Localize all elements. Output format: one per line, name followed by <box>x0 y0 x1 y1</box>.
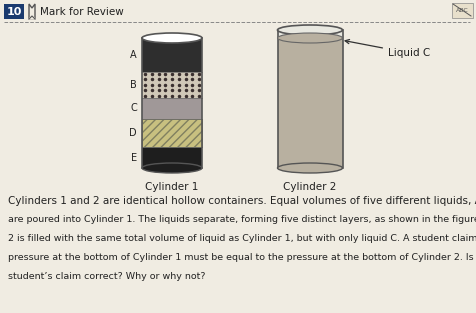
Ellipse shape <box>278 163 343 173</box>
Bar <box>142 147 202 168</box>
FancyBboxPatch shape <box>4 4 24 19</box>
Text: ABC: ABC <box>456 8 468 13</box>
Text: Cylinders 1 and 2 are identical hollow containers. Equal volumes of five differe: Cylinders 1 and 2 are identical hollow c… <box>8 196 476 206</box>
Text: C: C <box>130 103 137 113</box>
Bar <box>142 98 202 119</box>
Text: Cylinder 2: Cylinder 2 <box>283 182 337 192</box>
Text: Cylinder 1: Cylinder 1 <box>145 182 198 192</box>
Text: Mark for Review: Mark for Review <box>40 7 124 17</box>
Ellipse shape <box>142 163 202 173</box>
Bar <box>142 38 202 72</box>
Bar <box>278 38 343 168</box>
Text: 10: 10 <box>6 7 22 17</box>
Text: are poured into Cylinder 1. The liquids separate, forming five distinct layers, : are poured into Cylinder 1. The liquids … <box>8 215 476 224</box>
Text: Liquid C: Liquid C <box>345 39 430 58</box>
Bar <box>142 119 202 147</box>
Bar <box>142 119 202 147</box>
Ellipse shape <box>278 33 343 43</box>
Bar <box>278 30 343 38</box>
Text: A: A <box>130 50 137 60</box>
Text: pressure at the bottom of Cylinder 1 must be equal to the pressure at the bottom: pressure at the bottom of Cylinder 1 mus… <box>8 253 476 262</box>
Text: student’s claim correct? Why or why not?: student’s claim correct? Why or why not? <box>8 272 206 281</box>
FancyBboxPatch shape <box>452 3 473 18</box>
Text: B: B <box>130 80 137 90</box>
Polygon shape <box>29 16 35 19</box>
Ellipse shape <box>142 33 202 43</box>
Text: E: E <box>131 153 137 162</box>
Ellipse shape <box>278 25 343 35</box>
Text: D: D <box>129 128 137 138</box>
Bar <box>142 72 202 98</box>
Text: 2 is filled with the same total volume of liquid as Cylinder 1, but with only li: 2 is filled with the same total volume o… <box>8 234 476 243</box>
